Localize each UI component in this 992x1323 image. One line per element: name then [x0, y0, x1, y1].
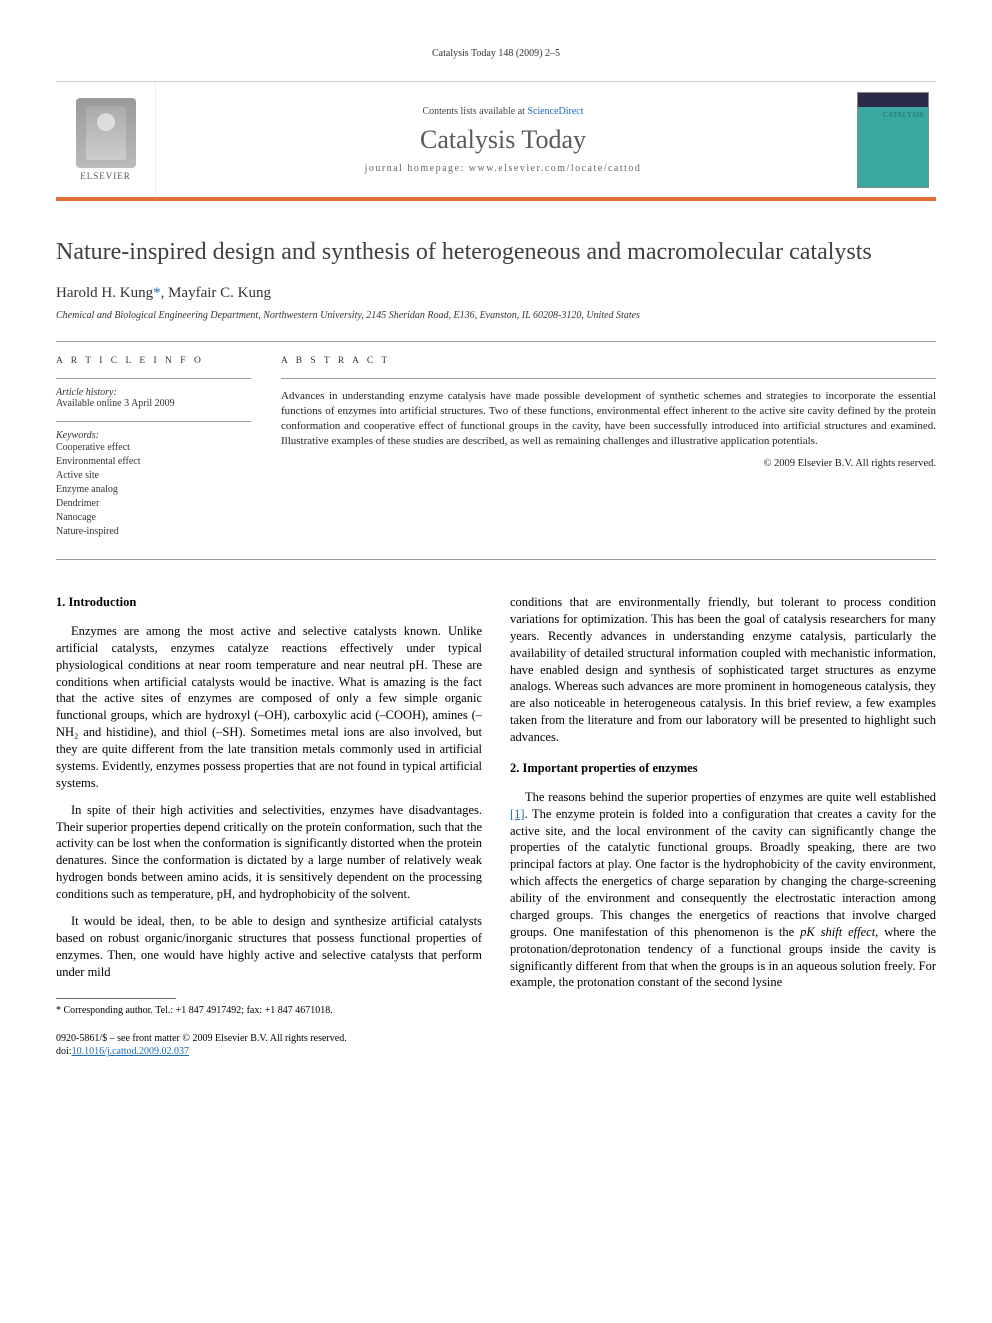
doi-line: doi:10.1016/j.cattod.2009.02.037: [56, 1045, 482, 1059]
author-2: , Mayfair C. Kung: [161, 285, 271, 301]
abstract-block: A B S T R A C T Advances in understandin…: [281, 356, 936, 539]
divider: [281, 378, 936, 379]
keywords-list: Cooperative effect Environmental effect …: [56, 441, 251, 539]
homepage-url: www.elsevier.com/locate/cattod: [469, 163, 642, 174]
running-header: Catalysis Today 148 (2009) 2–5: [56, 48, 936, 59]
section-2-heading: 2. Important properties of enzymes: [510, 760, 936, 777]
journal-title: Catalysis Today: [420, 125, 586, 155]
keyword-item: Nanocage: [56, 511, 251, 525]
abstract-text: Advances in understanding enzyme catalys…: [281, 389, 936, 448]
doi-link[interactable]: 10.1016/j.cattod.2009.02.037: [72, 1046, 190, 1057]
homepage-prefix: journal homepage:: [365, 163, 469, 174]
keywords-label: Keywords:: [56, 421, 251, 441]
journal-cover-thumb: CATALYSIS: [850, 82, 936, 197]
footnote-separator: [56, 998, 176, 999]
body-paragraph: In spite of their high activities and se…: [56, 802, 482, 903]
emphasis: pK shift effect: [800, 925, 875, 939]
keyword-item: Active site: [56, 469, 251, 483]
history-label: Article history:: [56, 387, 251, 398]
contents-prefix: Contents lists available at: [422, 106, 527, 117]
history-value: Available online 3 April 2009: [56, 398, 251, 409]
publisher-logo: ELSEVIER: [56, 82, 156, 197]
sciencedirect-link[interactable]: ScienceDirect: [527, 106, 583, 117]
affiliation: Chemical and Biological Engineering Depa…: [56, 310, 936, 321]
journal-banner: ELSEVIER Contents lists available at Sci…: [56, 81, 936, 201]
journal-homepage-line: journal homepage: www.elsevier.com/locat…: [365, 163, 642, 174]
keyword-item: Cooperative effect: [56, 441, 251, 455]
body-text: . The enzyme protein is folded into a co…: [510, 807, 936, 939]
abstract-label: A B S T R A C T: [281, 356, 936, 366]
article-info-row: A R T I C L E I N F O Article history: A…: [56, 342, 936, 560]
article-body: 1. Introduction Enzymes are among the mo…: [56, 594, 936, 1059]
keyword-item: Enzyme analog: [56, 483, 251, 497]
body-text: The reasons behind the superior properti…: [525, 790, 936, 804]
body-paragraph: The reasons behind the superior properti…: [510, 789, 936, 992]
article-title: Nature-inspired design and synthesis of …: [56, 237, 936, 267]
doi-prefix: doi:: [56, 1046, 72, 1057]
corresponding-mark: *: [153, 285, 161, 301]
keyword-item: Dendrimer: [56, 497, 251, 511]
corresponding-footnote: * Corresponding author. Tel.: +1 847 491…: [56, 1004, 482, 1018]
divider: [56, 378, 251, 379]
footer-block: 0920-5861/$ – see front matter © 2009 El…: [56, 1032, 482, 1059]
article-info-left: A R T I C L E I N F O Article history: A…: [56, 356, 251, 539]
section-1-heading: 1. Introduction: [56, 594, 482, 611]
cover-image: CATALYSIS: [857, 92, 929, 188]
keyword-item: Environmental effect: [56, 455, 251, 469]
article-info-label: A R T I C L E I N F O: [56, 356, 251, 366]
abstract-copyright: © 2009 Elsevier B.V. All rights reserved…: [281, 458, 936, 469]
body-paragraph: Enzymes are among the most active and se…: [56, 623, 482, 792]
author-list: Harold H. Kung*, Mayfair C. Kung: [56, 285, 936, 302]
citation-link[interactable]: [1]: [510, 807, 525, 821]
elsevier-tree-icon: [76, 98, 136, 168]
footnote-text: Corresponding author. Tel.: +1 847 49174…: [61, 1005, 333, 1016]
front-matter-line: 0920-5861/$ – see front matter © 2009 El…: [56, 1032, 482, 1046]
publisher-name: ELSEVIER: [80, 171, 131, 181]
cover-label: CATALYSIS: [883, 111, 924, 119]
author-1: Harold H. Kung: [56, 285, 153, 301]
banner-center: Contents lists available at ScienceDirec…: [156, 82, 850, 197]
keyword-item: Nature-inspired: [56, 525, 251, 539]
body-paragraph: It would be ideal, then, to be able to d…: [56, 913, 482, 981]
body-paragraph: conditions that are environmentally frie…: [510, 594, 936, 746]
contents-available-line: Contents lists available at ScienceDirec…: [422, 106, 583, 117]
